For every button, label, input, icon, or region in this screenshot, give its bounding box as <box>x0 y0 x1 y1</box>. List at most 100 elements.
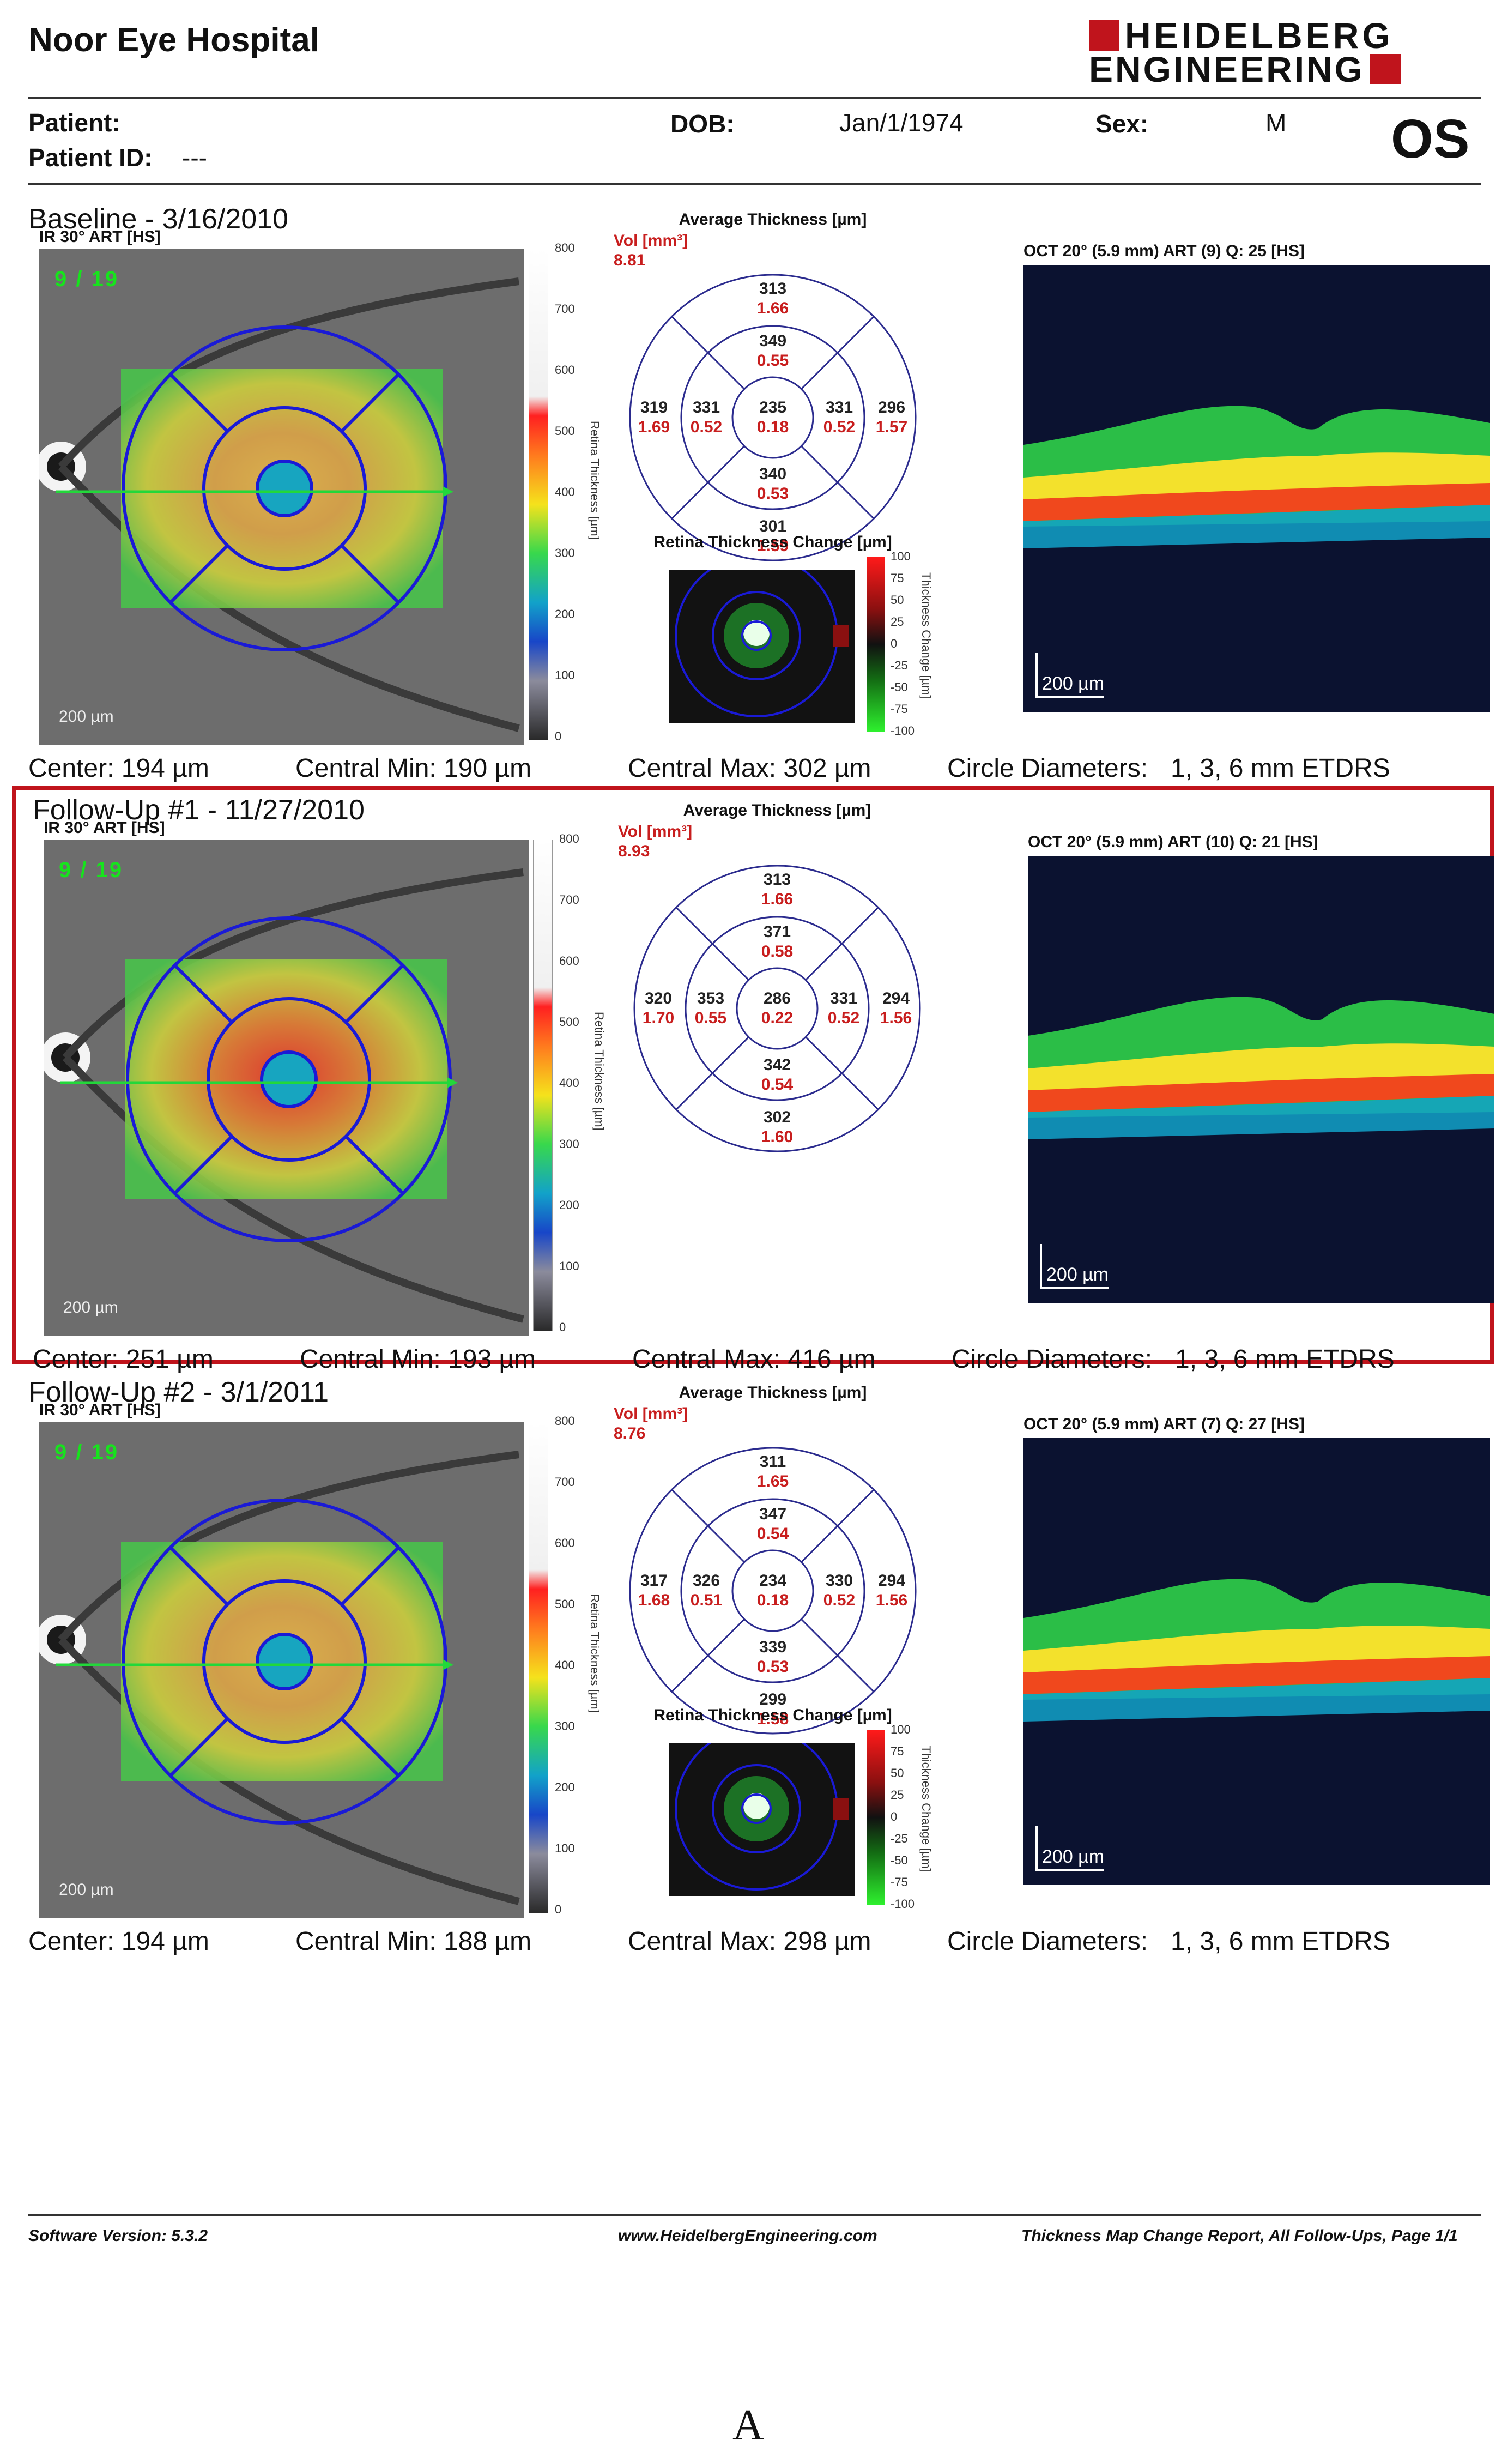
zone-volume: 0.52 <box>690 418 723 436</box>
oct-scale-bar: 200 µm <box>1035 1826 1105 1871</box>
website-url: www.HeidelbergEngineering.com <box>618 2227 877 2245</box>
fundus-thickness-map: 9 / 19 200 µm <box>44 840 529 1336</box>
zone-thickness: 317 <box>640 1572 668 1590</box>
thickness-tick: 600 <box>559 954 579 968</box>
change-tick: 25 <box>891 615 904 629</box>
zone-volume: 0.54 <box>756 1525 789 1543</box>
section-title: Follow-Up #2 - 3/1/2011 <box>28 1376 329 1408</box>
etdrs-zone-nas-inner: 331 0.52 <box>807 398 872 437</box>
zone-thickness: 371 <box>763 923 791 941</box>
thickness-tick: 300 <box>559 1137 579 1151</box>
zone-volume: 0.18 <box>756 418 789 436</box>
image-counter: 9 / 19 <box>54 267 119 291</box>
fundus-thickness-map: 9 / 19 200 µm <box>39 249 524 745</box>
etdrs-zone-temp-outer: 317 1.68 <box>621 1571 687 1610</box>
zone-volume: 1.69 <box>638 418 670 436</box>
etdrs-zone-center: 286 0.22 <box>744 989 810 1028</box>
circle-diameters-value: 1, 3, 6 mm ETDRS <box>1175 1345 1395 1374</box>
change-tick: -25 <box>891 1832 908 1845</box>
zone-volume: 0.51 <box>690 1591 723 1609</box>
dob-value: Jan/1/1974 <box>839 108 964 137</box>
zone-volume: 1.56 <box>880 1009 912 1027</box>
thickness-axis-label: Retina Thickness [µm] <box>588 421 602 540</box>
thickness-tick: 100 <box>555 1841 575 1855</box>
change-colorbar <box>867 557 885 732</box>
etdrs-zone-sup-outer: 313 1.66 <box>744 870 810 909</box>
thickness-tick: 500 <box>555 424 575 438</box>
zone-volume: 1.70 <box>642 1009 675 1027</box>
etdrs-zone-sup-inner: 347 0.54 <box>740 1505 806 1544</box>
central-max: Central Max: 416 µm <box>632 1345 876 1374</box>
scan-section: Baseline - 3/16/2010 IR 30° ART [HS] 9 / 1… <box>12 200 1494 783</box>
thickness-axis-label: Retina Thickness [µm] <box>588 1594 602 1713</box>
zone-volume: 1.66 <box>761 890 794 908</box>
central-min: Central Min: 190 µm <box>295 754 532 783</box>
etdrs-grid <box>629 1447 917 1735</box>
change-tick: 0 <box>891 1810 898 1823</box>
circle-diameters-value: 1, 3, 6 mm ETDRS <box>1171 1927 1390 1956</box>
oct-scale-bar: 200 µm <box>1040 1244 1109 1289</box>
change-tick: -75 <box>891 1875 908 1889</box>
etdrs-zone-nas-inner: 331 0.52 <box>811 989 876 1028</box>
etdrs-zone-inf-outer: 301 1.59 <box>740 517 806 556</box>
etdrs-zone-inf-outer: 302 1.60 <box>744 1108 810 1147</box>
thickness-tick: 300 <box>555 546 575 560</box>
zone-thickness: 339 <box>759 1638 787 1656</box>
logo-line1: HEIDELBERG <box>1125 15 1394 56</box>
thickness-tick: 200 <box>555 607 575 621</box>
zone-thickness: 299 <box>759 1690 787 1708</box>
change-tick: -50 <box>891 680 908 694</box>
zone-thickness: 320 <box>644 989 673 1007</box>
center-value: Center: 194 µm <box>28 754 209 783</box>
zone-thickness: 326 <box>692 1572 720 1590</box>
zone-thickness: 294 <box>877 1572 906 1590</box>
zone-thickness: 235 <box>759 398 787 416</box>
thickness-tick: 400 <box>555 1658 575 1672</box>
section-title: Baseline - 3/16/2010 <box>28 203 289 235</box>
zone-thickness: 294 <box>882 989 910 1007</box>
zone-thickness: 331 <box>829 989 858 1007</box>
oct-title: OCT 20° (5.9 mm) ART (10) Q: 21 [HS] <box>1028 833 1318 851</box>
change-tick: 50 <box>891 593 904 607</box>
change-tick: -75 <box>891 702 908 716</box>
zone-thickness: 313 <box>763 871 791 889</box>
etdrs-grid <box>633 865 921 1152</box>
oct-bscan: 200 µm <box>1023 265 1490 712</box>
ir-title: IR 30° ART [HS] <box>44 819 165 837</box>
report-title: Thickness Map Change Report, All Follow-… <box>1021 2227 1458 2245</box>
zone-thickness: 331 <box>692 398 720 416</box>
heidelberg-logo: HEIDELBERG ENGINEERING <box>1089 15 1481 87</box>
zone-thickness: 353 <box>697 989 725 1007</box>
patient-label: Patient: <box>28 108 120 137</box>
oct-title: OCT 20° (5.9 mm) ART (7) Q: 27 [HS] <box>1023 1415 1305 1433</box>
avg-thickness-title: Average Thickness [µm] <box>679 1384 867 1402</box>
etdrs-zone-sup-outer: 311 1.65 <box>740 1452 806 1491</box>
circle-diameters-label: Circle Diameters: <box>947 754 1148 783</box>
change-tick: -100 <box>891 724 915 738</box>
thickness-axis-label: Retina Thickness [µm] <box>592 1012 606 1131</box>
vol-unit: Vol [mm³] <box>614 1405 688 1423</box>
zone-volume: 1.56 <box>875 1591 908 1609</box>
patient-id-label: Patient ID: <box>28 143 153 172</box>
vol-label: Vol [mm³] 8.93 <box>618 822 692 861</box>
zone-thickness: 331 <box>825 398 853 416</box>
thickness-tick: 200 <box>555 1780 575 1794</box>
etdrs-zone-inf-inner: 342 0.54 <box>744 1055 810 1095</box>
thickness-change-map <box>669 1743 855 1896</box>
thickness-colorbar <box>529 1422 548 1913</box>
zone-volume: 0.52 <box>823 1591 856 1609</box>
zone-volume: 0.55 <box>756 352 789 370</box>
software-version: Software Version: 5.3.2 <box>28 2227 208 2245</box>
central-min: Central Min: 188 µm <box>295 1927 532 1956</box>
change-tick: 25 <box>891 1788 904 1802</box>
patient-id-value: --- <box>182 143 207 172</box>
change-tick: -50 <box>891 1853 908 1867</box>
zone-thickness: 340 <box>759 465 787 483</box>
zone-volume: 0.22 <box>761 1009 794 1027</box>
vol-label: Vol [mm³] 8.76 <box>614 1404 688 1444</box>
zone-volume: 0.58 <box>761 943 794 961</box>
thickness-tick: 0 <box>555 729 562 743</box>
fundus-scale-bar: 200 µm <box>63 1299 118 1316</box>
etdrs-zone-inf-outer: 299 1.58 <box>740 1690 806 1729</box>
change-axis-label: Thickness Change [µm] <box>919 572 933 699</box>
